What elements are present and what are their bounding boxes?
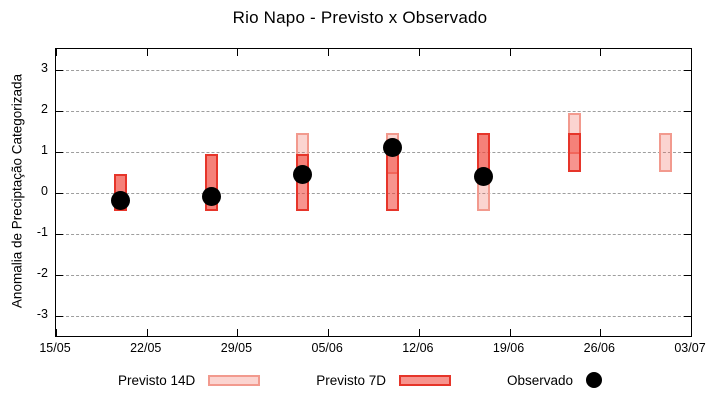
y-tick-label: 0 xyxy=(41,183,48,198)
y-axis-tick-right xyxy=(684,69,691,71)
observado-dot xyxy=(292,164,312,184)
x-axis-tick-top xyxy=(418,49,420,56)
y-axis-tick-left xyxy=(56,274,63,276)
y-axis-tick-right xyxy=(684,274,691,276)
x-tick-label: 22/05 xyxy=(130,341,162,355)
legend-label-previsto-14d: Previsto 14D xyxy=(117,372,196,388)
y-axis-tick-right xyxy=(684,151,691,153)
legend-item-previsto-14d: Previsto 14D xyxy=(117,372,261,388)
h-gridline xyxy=(56,110,691,112)
x-axis-tick-top xyxy=(691,49,692,56)
y-tick-label: 3 xyxy=(41,60,48,75)
y-tick-label: 1 xyxy=(41,142,48,157)
x-tick-label: 29/05 xyxy=(220,341,253,355)
y-axis-tick-left xyxy=(56,233,63,235)
x-axis-tick-bottom xyxy=(328,329,330,336)
y-axis-tick-left xyxy=(56,192,63,194)
y-axis-tick-right xyxy=(684,315,691,317)
previsto-14d-box xyxy=(658,133,672,172)
x-axis-tick-bottom xyxy=(691,329,692,336)
legend: Previsto 14D Previsto 7D Observado xyxy=(0,372,720,388)
x-axis-tick-top xyxy=(237,49,239,56)
h-gridline xyxy=(56,151,691,153)
y-axis-tick-left xyxy=(56,315,63,317)
plot-area xyxy=(55,48,692,337)
legend-label-previsto-7d: Previsto 7D xyxy=(316,372,387,388)
h-gridline xyxy=(56,233,691,235)
previsto-14d-key-swatch xyxy=(208,374,261,386)
x-axis-tick-top xyxy=(146,49,148,56)
x-axis-tick-top xyxy=(600,49,602,56)
x-axis-tick-bottom xyxy=(509,329,511,336)
y-axis-tick-right xyxy=(684,110,691,112)
x-axis-tick-bottom xyxy=(146,329,148,336)
previsto-7d-box xyxy=(386,153,400,211)
legend-item-observado: Observado xyxy=(507,372,603,388)
x-axis-tick-bottom xyxy=(237,329,239,336)
chart-title: Rio Napo - Previsto x Observado xyxy=(232,8,488,27)
x-tick-label: 05/06 xyxy=(311,341,343,355)
previsto-7d-box xyxy=(567,133,581,172)
h-gridline xyxy=(56,274,691,276)
h-gridline xyxy=(56,69,691,71)
h-gridline xyxy=(56,192,691,194)
h-gridline xyxy=(56,315,691,317)
x-tick-label: 12/06 xyxy=(402,341,434,355)
y-axis-tick-right xyxy=(684,233,691,235)
x-axis-tick-bottom xyxy=(418,329,420,336)
y-axis-tick-left xyxy=(56,151,63,153)
legend-label-observado: Observado xyxy=(507,372,574,388)
y-axis-tick-left xyxy=(56,110,63,112)
x-axis-tick-bottom xyxy=(56,329,57,336)
y-axis-tick-left xyxy=(56,69,63,71)
observado-dot xyxy=(383,137,403,157)
x-tick-label: 15/05 xyxy=(39,341,71,355)
observado-key-dot xyxy=(586,372,603,388)
y-tick-label: -1 xyxy=(36,224,48,239)
x-tick-label: 19/06 xyxy=(492,341,525,355)
observado-dot xyxy=(202,187,221,207)
y-tick-label: -3 xyxy=(36,306,48,321)
x-axis-tick-top xyxy=(56,49,57,56)
x-tick-label: 26/06 xyxy=(583,341,615,355)
y-tick-label: -2 xyxy=(36,265,48,280)
y-tick-label: 2 xyxy=(41,101,48,116)
x-axis-tick-bottom xyxy=(600,329,602,336)
y-axis-tick-right xyxy=(684,192,691,194)
legend-item-previsto-7d: Previsto 7D xyxy=(316,372,452,388)
x-tick-label: 03/07 xyxy=(674,341,706,355)
observado-dot xyxy=(111,191,131,211)
x-axis-tick-top xyxy=(509,49,511,56)
x-axis-tick-top xyxy=(328,49,330,56)
previsto-7d-key-swatch xyxy=(399,374,452,386)
observado-dot xyxy=(474,166,494,186)
